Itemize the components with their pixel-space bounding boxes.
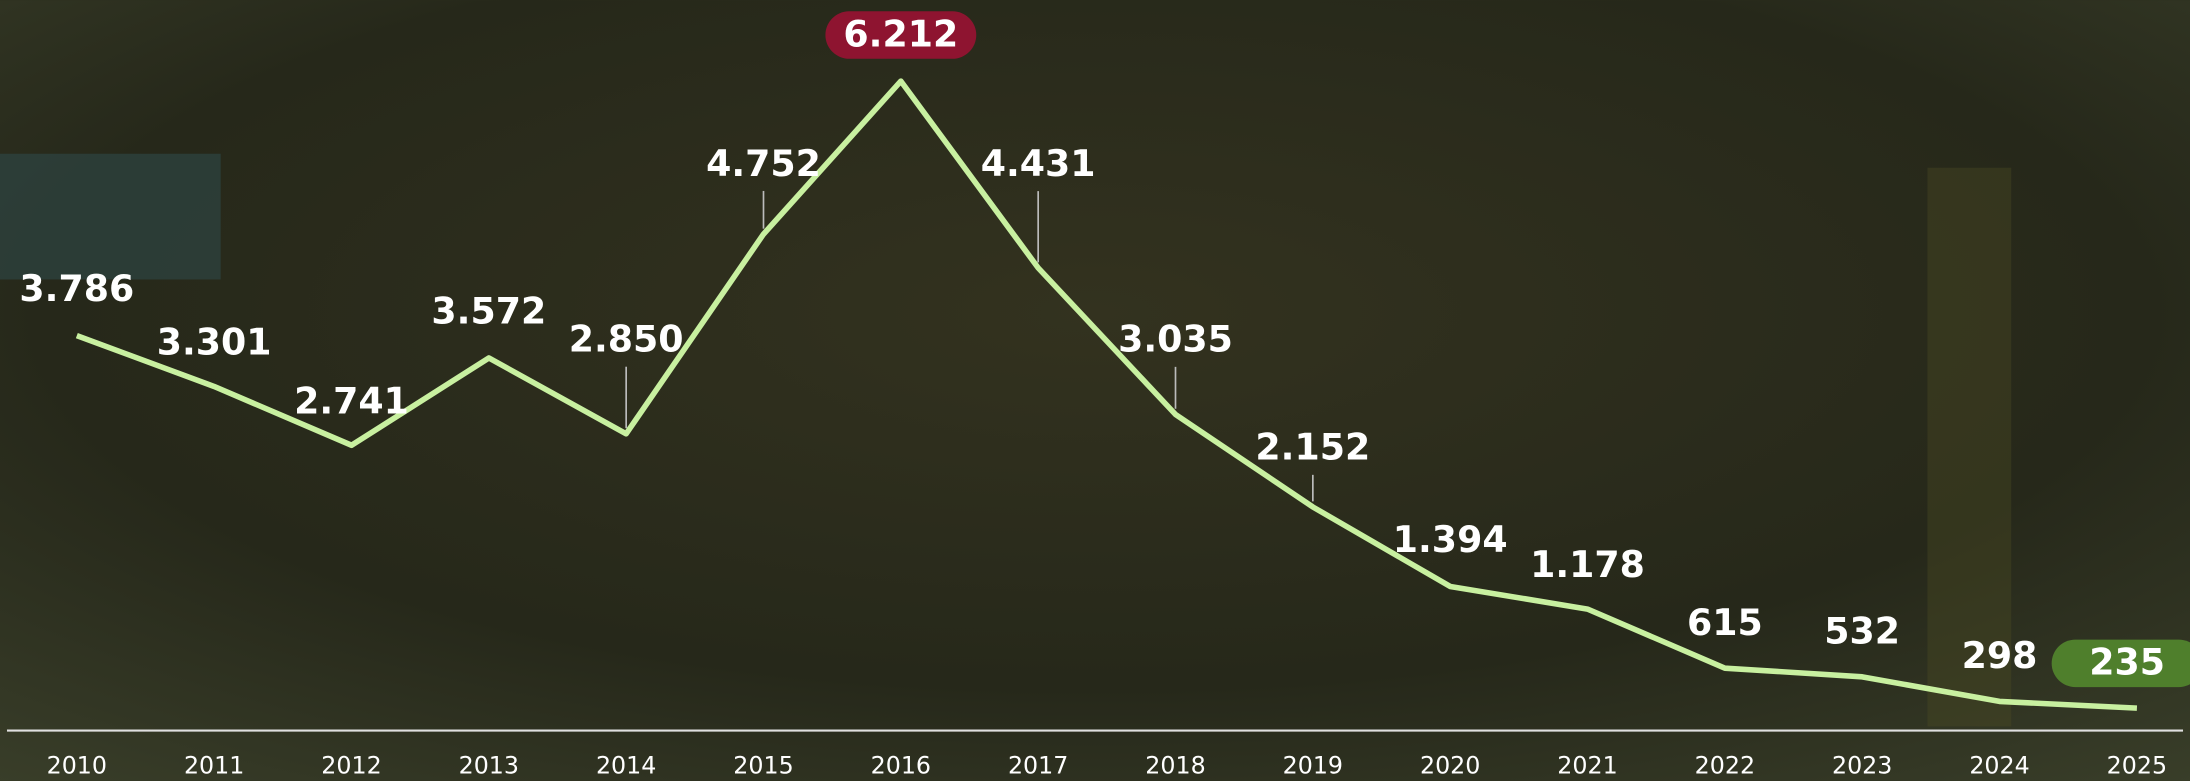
data-label: 1.178 (1530, 543, 1645, 586)
data-label: 2.741 (294, 379, 409, 422)
data-label: 3.572 (431, 289, 546, 332)
highlight-pill (2051, 639, 2190, 688)
data-label: 4.431 (981, 142, 1096, 185)
x-tick-label: 2018 (1145, 751, 1205, 779)
x-tick-label: 2019 (1283, 751, 1343, 779)
x-tick-label: 2017 (1008, 751, 1068, 779)
data-label: 235 (2089, 641, 2165, 684)
data-label: 615 (1687, 601, 1763, 644)
data-label: 1.394 (1393, 518, 1508, 561)
x-tick-label: 2022 (1695, 751, 1755, 779)
x-tick-label: 2020 (1420, 751, 1480, 779)
data-line (75, 78, 2138, 711)
x-tick-label: 2012 (321, 751, 381, 779)
data-label: 3.301 (157, 321, 272, 364)
background-blur (1927, 167, 2012, 727)
background-blur (0, 153, 221, 280)
data-label: 298 (1962, 634, 2038, 677)
x-tick-label: 2024 (1969, 751, 2029, 779)
x-tick-label: 2013 (459, 751, 519, 779)
x-tick-label: 2011 (184, 751, 244, 779)
data-label: 3.786 (19, 267, 134, 310)
data-label: 532 (1824, 610, 1900, 653)
x-tick-label: 2015 (733, 751, 793, 779)
data-label: 2.850 (569, 318, 684, 361)
data-label: 2.152 (1255, 426, 1370, 469)
data-label: 6.212 (843, 12, 958, 55)
x-tick-label: 2023 (1832, 751, 1892, 779)
data-label: 4.752 (706, 142, 821, 185)
highlight-pill (825, 11, 977, 59)
x-tick-label: 2014 (596, 751, 656, 779)
data-label: 3.035 (1118, 318, 1233, 361)
x-tick-label: 2016 (871, 751, 931, 779)
x-tick-label: 2010 (47, 751, 107, 779)
x-tick-label: 2025 (2107, 751, 2167, 779)
x-tick-label: 2021 (1557, 751, 1617, 779)
